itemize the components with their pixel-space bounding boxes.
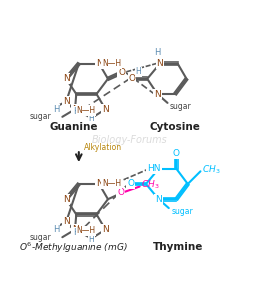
Text: N: N (102, 105, 109, 114)
Text: O: O (117, 188, 124, 197)
Text: N: N (96, 59, 103, 68)
Text: N: N (72, 105, 78, 114)
Text: H: H (135, 67, 141, 76)
Text: Cytosine: Cytosine (150, 122, 200, 132)
Text: $CH_3$: $CH_3$ (141, 178, 160, 191)
Text: H: H (73, 228, 80, 237)
Text: sugar: sugar (29, 112, 51, 121)
Text: N: N (156, 59, 163, 68)
Text: N: N (63, 195, 69, 204)
Text: Alkylation: Alkylation (84, 143, 122, 152)
Text: N: N (155, 195, 162, 204)
Text: H: H (89, 235, 94, 244)
Text: N—H: N—H (76, 226, 96, 235)
Text: sugar: sugar (171, 207, 193, 216)
Text: $CH_3$: $CH_3$ (202, 163, 220, 176)
Text: HN: HN (147, 164, 161, 173)
Text: N: N (154, 89, 161, 99)
Text: H: H (53, 105, 59, 114)
Text: N: N (72, 225, 78, 234)
Text: H: H (154, 48, 161, 57)
Text: Biology-Forums: Biology-Forums (92, 135, 167, 145)
Text: Thymine: Thymine (153, 242, 203, 252)
Text: N: N (63, 217, 69, 227)
Text: N: N (96, 179, 103, 189)
Text: N: N (102, 225, 109, 234)
Text: sugar: sugar (170, 102, 192, 111)
Text: H: H (73, 107, 80, 116)
Text: O: O (127, 179, 134, 189)
Text: O: O (128, 74, 135, 83)
Text: Guanine: Guanine (49, 122, 98, 132)
Text: O: O (173, 149, 180, 158)
Text: H: H (53, 225, 59, 234)
Text: sugar: sugar (29, 233, 51, 242)
Text: N—H: N—H (102, 59, 121, 68)
Text: N—H: N—H (102, 179, 121, 189)
Text: N—H: N—H (76, 106, 96, 115)
Text: H: H (89, 114, 94, 123)
Text: N: N (63, 74, 69, 83)
Text: O: O (118, 68, 125, 77)
Text: $O^6$-Methylguanine (mG): $O^6$-Methylguanine (mG) (19, 240, 128, 255)
Text: N: N (63, 97, 69, 106)
